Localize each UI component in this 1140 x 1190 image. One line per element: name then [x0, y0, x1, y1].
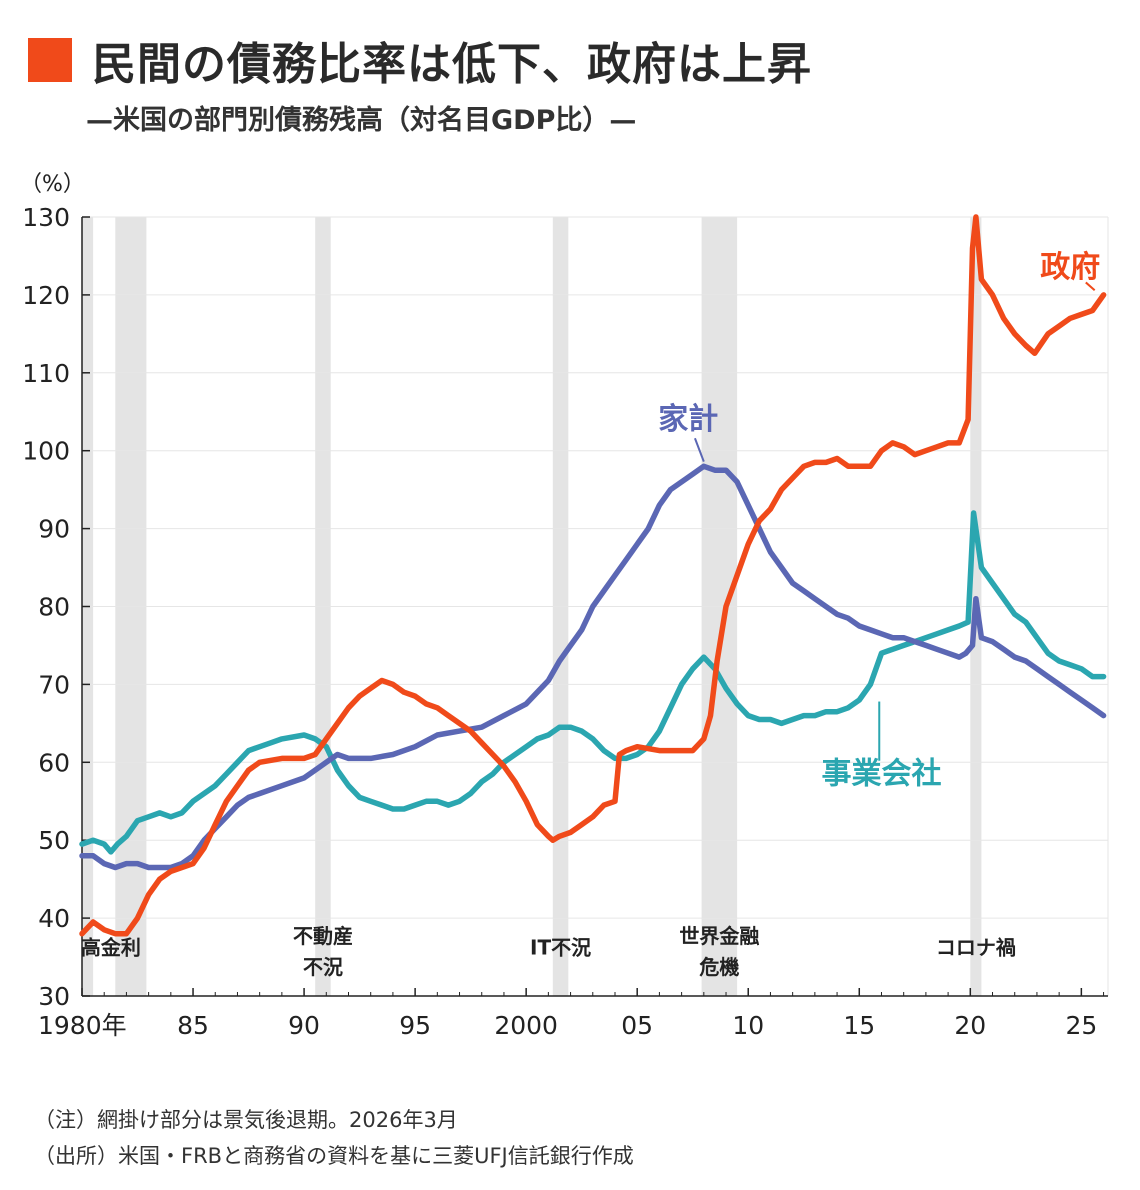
series-label-corporate: 事業会社: [821, 756, 941, 791]
x-tick-label: 20: [954, 1011, 986, 1040]
y-tick-label: 100: [22, 437, 70, 466]
note-recession: （注）網掛け部分は景気後退期。2026年3月: [34, 1108, 458, 1132]
recession-label: 不動産: [293, 924, 353, 948]
x-tick-label: 2000: [494, 1011, 558, 1040]
series-line-corporate: [79, 510, 1107, 855]
series-leader-government: [1085, 281, 1096, 291]
x-tick-label: 10: [732, 1011, 764, 1040]
y-tick-label: 40: [38, 904, 70, 933]
series-line-government: [79, 214, 1107, 937]
y-tick-label: 80: [38, 593, 70, 622]
x-tick-label: 95: [399, 1011, 431, 1040]
x-tick-label: 25: [1065, 1011, 1097, 1040]
recession-label: コロナ禍: [936, 936, 1016, 960]
title-area: 民間の債務比率は低下、政府は上昇: [28, 30, 812, 90]
recession-label: 不況: [303, 955, 343, 979]
y-tick-label: 30: [38, 982, 70, 1011]
x-tick-label: 15: [843, 1011, 875, 1040]
series-label-government: 政府: [1040, 250, 1100, 285]
recession-label: 世界金融: [679, 924, 759, 948]
recession-label: 高金利: [81, 936, 141, 960]
title-marker: [28, 38, 72, 82]
x-tick-label: 90: [288, 1011, 320, 1040]
series-leader-household: [694, 437, 705, 462]
chart-title: 民間の債務比率は低下、政府は上昇: [92, 39, 812, 90]
y-tick-label: 110: [22, 359, 70, 388]
recession-label: 危機: [699, 955, 739, 979]
y-tick-label: 60: [38, 748, 70, 777]
recession-label: IT不況: [530, 936, 591, 960]
y-tick-label: 130: [22, 203, 70, 232]
series-line-household: [79, 463, 1107, 871]
x-tick-label: 05: [621, 1011, 653, 1040]
chart-subtitle: —米国の部門別債務残高（対名目GDP比）—: [86, 105, 637, 136]
y-tick-label: 90: [38, 515, 70, 544]
y-tick-label: 70: [38, 670, 70, 699]
footnotes: （注）網掛け部分は景気後退期。2026年3月 （出所）米国・FRBと商務省の資料…: [34, 1102, 634, 1174]
y-tick-label: 120: [22, 281, 70, 310]
series-label-household: 家計: [658, 402, 718, 437]
y-axis-unit: （%）: [20, 172, 85, 197]
x-tick-label: 85: [177, 1011, 209, 1040]
y-tick-label: 50: [38, 826, 70, 855]
note-source: （出所）米国・FRBと商務省の資料を基に三菱UFJ信託銀行作成: [34, 1144, 634, 1168]
debt-ratio-chart: 30 40 50 60 70 80 90 100 110 120 130 （%） 1980年 85 90 95…: [20, 172, 1109, 1040]
x-tick-label: 1980年: [38, 1011, 127, 1040]
